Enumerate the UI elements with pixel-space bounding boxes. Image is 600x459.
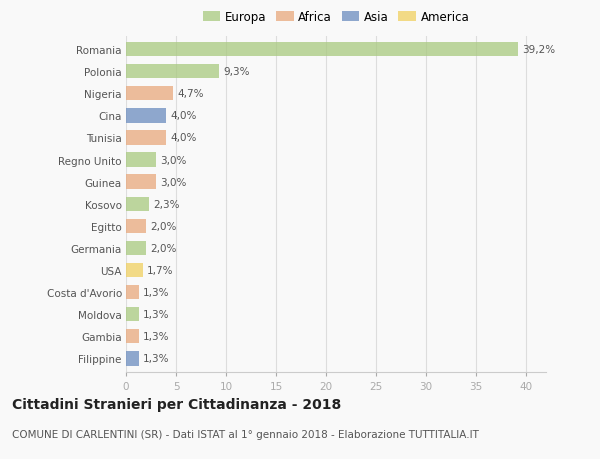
Text: 2,0%: 2,0% [150, 243, 176, 253]
Text: 4,7%: 4,7% [177, 89, 203, 99]
Bar [126, 330, 139, 344]
Bar [126, 65, 219, 79]
Bar [126, 43, 518, 57]
Text: 3,0%: 3,0% [160, 177, 187, 187]
Bar [126, 109, 166, 123]
Bar [126, 241, 146, 256]
Text: 2,0%: 2,0% [150, 221, 176, 231]
Text: Cittadini Stranieri per Cittadinanza - 2018: Cittadini Stranieri per Cittadinanza - 2… [12, 397, 341, 411]
Text: 1,7%: 1,7% [147, 265, 173, 275]
Text: 3,0%: 3,0% [160, 155, 187, 165]
Text: 1,3%: 1,3% [143, 331, 170, 341]
Text: 4,0%: 4,0% [170, 133, 196, 143]
Text: 9,3%: 9,3% [223, 67, 250, 77]
Text: COMUNE DI CARLENTINI (SR) - Dati ISTAT al 1° gennaio 2018 - Elaborazione TUTTITA: COMUNE DI CARLENTINI (SR) - Dati ISTAT a… [12, 429, 479, 439]
Bar [126, 352, 139, 366]
Text: 39,2%: 39,2% [522, 45, 555, 55]
Bar [126, 175, 156, 190]
Legend: Europa, Africa, Asia, America: Europa, Africa, Asia, America [199, 7, 473, 28]
Bar [126, 219, 146, 234]
Bar [126, 308, 139, 322]
Bar [126, 197, 149, 212]
Text: 1,3%: 1,3% [143, 287, 170, 297]
Text: 1,3%: 1,3% [143, 309, 170, 319]
Text: 4,0%: 4,0% [170, 111, 196, 121]
Bar [126, 131, 166, 146]
Bar [126, 263, 143, 278]
Bar [126, 153, 156, 168]
Text: 1,3%: 1,3% [143, 353, 170, 364]
Text: 2,3%: 2,3% [153, 199, 179, 209]
Bar [126, 285, 139, 300]
Bar [126, 87, 173, 101]
